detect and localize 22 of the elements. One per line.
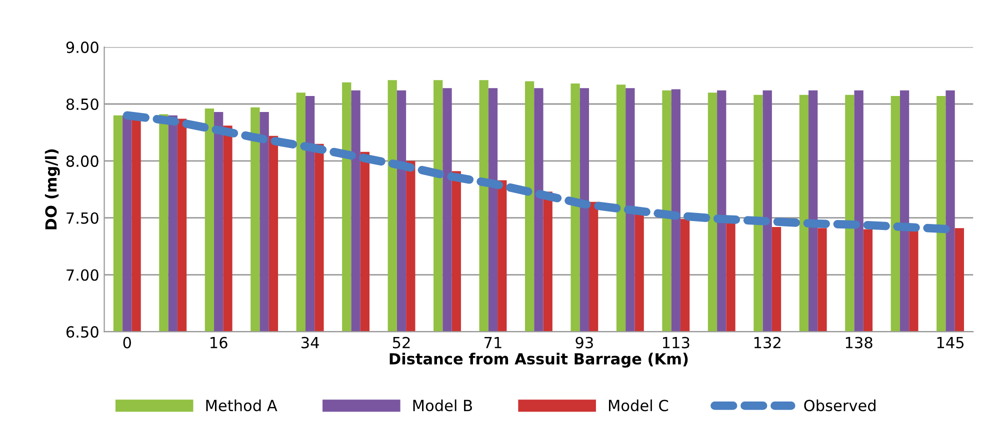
x-tick-label: 113 [662, 336, 690, 348]
x-tick-label: 71 [484, 337, 502, 348]
x-axis-title: Distance from Assuit Barrage (Km) [390, 352, 688, 368]
x-tick-label: 34 [301, 336, 319, 348]
y-tick-label: 7.50 [66, 212, 98, 224]
x-tick-label: 93 [576, 336, 593, 348]
x-tick-label: 0 [123, 336, 131, 348]
y-tick-label: 8.50 [66, 98, 98, 110]
y-tick-label: 8.00 [66, 155, 98, 167]
y-tick-label: 6.50 [66, 326, 98, 338]
x-tick-label: 16 [210, 336, 228, 348]
y-axis-title: DO (mg/l) [44, 149, 60, 230]
legend-label: Method A [206, 399, 278, 412]
x-tick-label: 145 [937, 337, 964, 348]
x-tick-label: 52 [392, 336, 410, 348]
x-tick-label: 138 [846, 336, 872, 348]
legend-label: Model C [608, 399, 668, 412]
legend-label: Observed [804, 399, 876, 412]
x-tick-label: 132 [754, 336, 780, 348]
y-tick-label: 7.00 [66, 269, 98, 281]
legend-label: Model B [413, 399, 472, 412]
y-tick-label: 9.00 [66, 42, 98, 54]
